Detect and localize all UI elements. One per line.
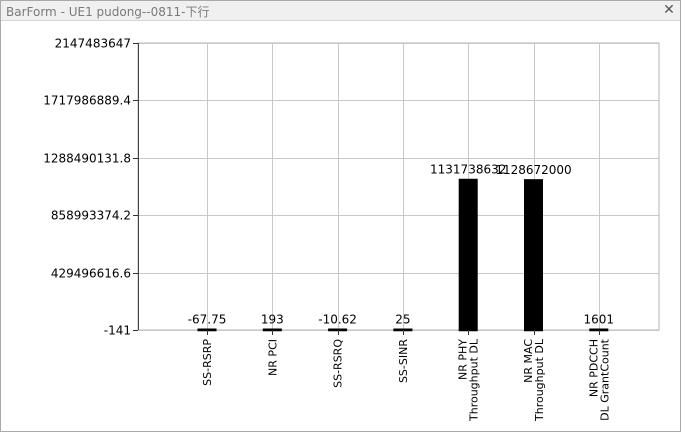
bar-1[interactable] (262, 328, 282, 331)
x-tick-label-text: NR PCI (266, 339, 279, 376)
x-tick-label: SS-SINR (397, 339, 410, 383)
y-tick-label: 2147483647 (55, 37, 131, 51)
bar-5[interactable] (524, 179, 543, 330)
bar-0[interactable] (197, 328, 217, 331)
bar-4[interactable] (458, 178, 478, 330)
x-tick-label-line: SS-RSRP (201, 339, 214, 386)
x-tick-label: NR MACThroughput DL (522, 338, 546, 422)
y-tick-label: 429496616.6 (51, 267, 131, 281)
bar-2[interactable] (328, 328, 348, 331)
x-tick-label-line: Throughput DL (468, 338, 481, 422)
window-title: BarForm - UE1 pudong--0811-下行 (6, 5, 210, 19)
x-tick-label: SS-RSRQ (332, 339, 345, 388)
value-label: -10.62 (318, 313, 357, 327)
x-tick-label-text: NR MACThroughput DL (522, 338, 546, 422)
plot-border (137, 42, 660, 331)
title-bar[interactable]: BarForm - UE1 pudong--0811-下行 ✕ (1, 1, 680, 21)
bar-chart: -141 429496616.6 858993374.2 1288490131.8 17… (43, 37, 660, 422)
x-tick-label: NR PCI (266, 339, 279, 376)
x-tick-label: SS-RSRP (201, 339, 214, 386)
x-tick-label-line: NR PCI (266, 339, 279, 376)
x-tick-label-line: SS-RSRQ (332, 339, 345, 388)
y-tick-label: 1288490131.8 (43, 152, 131, 166)
x-tick-label-line: NR PDCCH (587, 339, 600, 397)
x-tick-label-text: SS-RSRQ (332, 339, 345, 388)
bar-chart-area: -141 429496616.6 858993374.2 1288490131.8 17… (1, 21, 680, 431)
x-tick-label-line: NR MAC (522, 339, 535, 383)
x-tick-label-line: DL GrantCount (598, 338, 611, 421)
x-tick-label-text: SS-SINR (397, 339, 410, 383)
y-tick-label: -141 (104, 324, 131, 338)
x-tick-label-line: NR PHY (457, 339, 470, 380)
x-tick-label-line: SS-SINR (397, 339, 410, 383)
x-tick-label-line: Throughput DL (533, 338, 546, 422)
close-icon[interactable]: ✕ (663, 2, 675, 18)
value-label: -67.75 (188, 313, 227, 327)
value-label: 193 (261, 313, 284, 327)
value-label: 25 (395, 313, 410, 327)
x-tick-label-text: NR PDCCHDL GrantCount (587, 338, 611, 421)
value-label: 1131738632 (430, 163, 506, 177)
y-tick-label: 1717986889.4 (43, 94, 131, 108)
value-label: 1128672000 (495, 163, 571, 177)
value-label: 1601 (584, 313, 615, 327)
x-tick-label-text: SS-RSRP (201, 339, 214, 386)
x-tick-label-text: NR PHYThroughput DL (457, 338, 481, 422)
x-tick-label: NR PHYThroughput DL (457, 338, 481, 422)
bar-3[interactable] (393, 328, 413, 331)
y-tick-label: 858993374.2 (51, 209, 131, 223)
bar-6[interactable] (589, 328, 609, 331)
x-tick-label: NR PDCCHDL GrantCount (587, 338, 611, 421)
